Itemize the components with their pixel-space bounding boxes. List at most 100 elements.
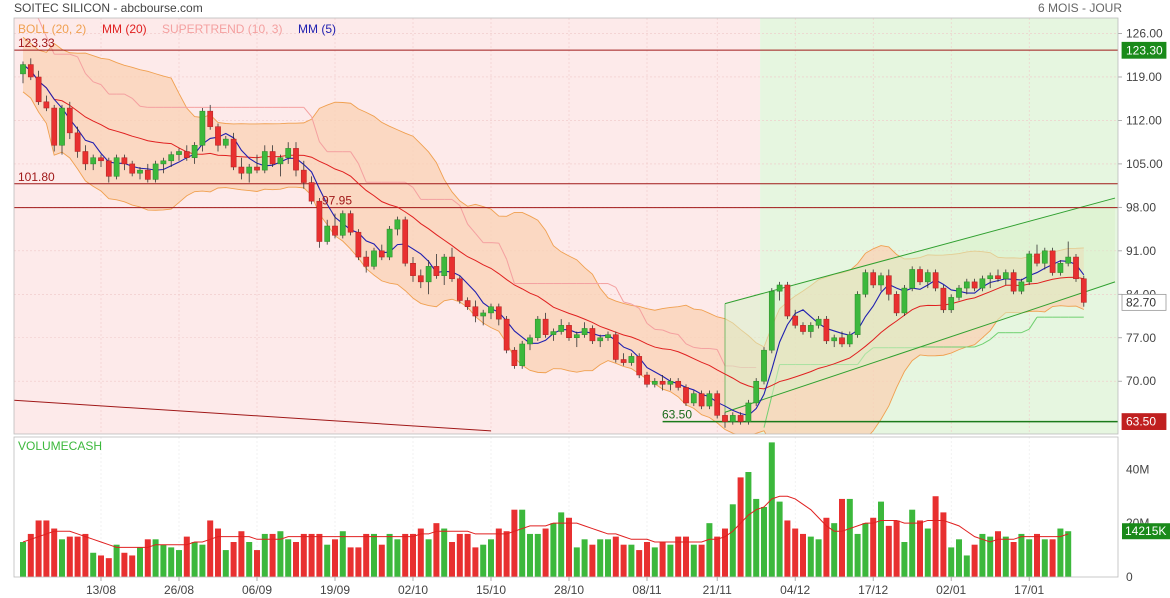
volume-bar	[987, 536, 994, 577]
volume-bar	[800, 533, 806, 577]
volume-bar	[1018, 533, 1025, 577]
candle-body	[316, 200, 323, 242]
candle-body	[113, 157, 120, 177]
volume-bar	[488, 539, 494, 577]
candle-body	[332, 225, 338, 236]
volume-bar	[550, 523, 557, 577]
candle-body	[737, 415, 744, 422]
volume-bar	[1002, 536, 1009, 577]
candle-body	[729, 415, 736, 422]
volume-bar	[566, 517, 572, 577]
volume-bar	[823, 517, 830, 577]
price-overlay: 123.33 101.80 97.95 63.50	[18, 36, 692, 421]
candle-body	[854, 294, 861, 335]
volume-bar	[651, 547, 658, 577]
volume-bar	[503, 531, 510, 577]
volume-bar	[581, 539, 588, 577]
candle-body	[948, 297, 955, 311]
candle-body	[433, 266, 440, 276]
candle-body	[706, 393, 713, 407]
candle-body	[386, 228, 393, 258]
candle-body	[1065, 256, 1072, 264]
volume-bar	[893, 520, 900, 577]
supertrend-segment	[1028, 316, 1038, 330]
volume-bar	[207, 520, 214, 577]
volume-bar	[659, 542, 666, 577]
x-tick-label: 02/10	[398, 583, 428, 597]
candle-body	[714, 393, 721, 416]
legend-mm20: MM (20)	[102, 22, 147, 36]
candle-body	[66, 107, 73, 134]
candle-body	[90, 157, 97, 165]
volume-bar	[917, 520, 923, 577]
candle-body	[449, 256, 455, 280]
x-tick-label: 08/11	[632, 583, 661, 597]
candle-body	[1080, 278, 1087, 303]
candle-body	[43, 101, 50, 109]
candle-body	[1026, 253, 1033, 283]
volume-bar	[901, 542, 908, 577]
candle-body	[542, 318, 549, 335]
supertrend-segment	[693, 346, 702, 349]
candle-body	[394, 219, 401, 230]
candle-body	[792, 315, 799, 326]
candle-body	[105, 160, 112, 177]
price-panel	[14, 18, 1118, 434]
volume-bar	[612, 536, 619, 577]
x-tick-label: 06/09	[242, 583, 272, 597]
candle-body	[940, 287, 947, 311]
volume-bar	[43, 520, 50, 577]
candle-body	[878, 275, 884, 286]
volume-bar	[261, 533, 268, 577]
candle-body	[971, 281, 978, 289]
supertrend-segment	[467, 223, 476, 234]
candle-body	[963, 281, 970, 289]
volume-bar	[121, 552, 128, 577]
y-tick-label: 112.00	[1126, 113, 1162, 127]
volume-bar	[433, 523, 440, 577]
supertrend-segment	[498, 242, 508, 260]
candle-body	[956, 287, 962, 298]
supertrend-segment	[131, 97, 141, 107]
x-tick-label: 17/01	[1014, 583, 1044, 597]
volume-bar	[113, 544, 120, 577]
candle-body	[402, 219, 409, 264]
volume-bar	[332, 539, 338, 577]
candle-body	[628, 356, 635, 363]
volume-bar	[425, 539, 432, 577]
x-tick-label: 13/08	[86, 583, 116, 597]
chart-header: SOITEC SILICON - abcbourse.com 6 MOIS - …	[0, 0, 1170, 16]
y-tick-label: 105.00	[1126, 157, 1163, 171]
supertrend-segment	[646, 322, 656, 330]
candle-body	[20, 64, 26, 75]
ma20-line	[22, 64, 1084, 390]
last-price-badge	[1121, 413, 1167, 430]
volume-bar	[402, 533, 409, 577]
price-frame	[13, 17, 1119, 435]
candle-body	[480, 312, 487, 317]
volume-bar	[464, 533, 471, 577]
supertrend-segment	[45, 36, 55, 55]
volume-bar	[183, 536, 190, 577]
candle-body	[550, 331, 557, 335]
volume-bar	[909, 509, 916, 577]
volume-bar	[870, 517, 877, 577]
candle-body	[137, 169, 143, 174]
volume-panel	[20, 437, 1072, 577]
candle-body	[176, 151, 182, 155]
supertrend-segment	[139, 105, 148, 108]
volume-bar	[1034, 533, 1040, 577]
volume-bar	[66, 536, 73, 577]
last-price-text: 63.50	[1126, 415, 1156, 429]
volume-bar	[862, 523, 869, 577]
candle-body	[815, 318, 822, 326]
volume-bar	[82, 533, 89, 577]
volume-bar	[308, 533, 315, 577]
candle-body	[605, 334, 611, 339]
volume-bar	[74, 536, 81, 577]
candle-body	[651, 380, 658, 385]
volume-frame	[13, 436, 1119, 578]
candle-body	[675, 380, 682, 388]
candle-body	[581, 328, 588, 335]
